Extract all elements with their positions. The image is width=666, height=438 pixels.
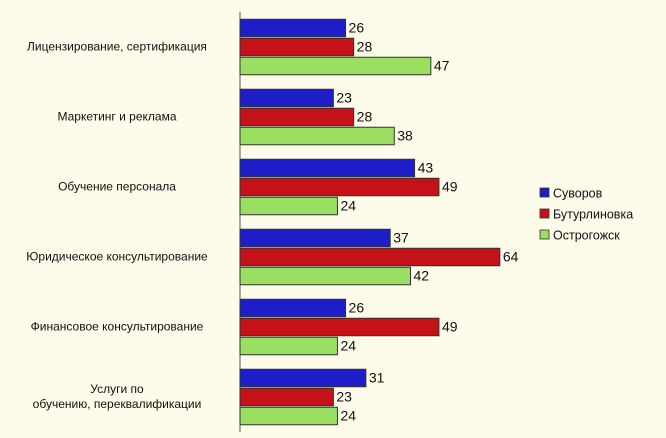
value-label: 24 bbox=[340, 198, 356, 214]
legend-label: Острогожск bbox=[553, 228, 620, 242]
bar bbox=[239, 56, 432, 76]
value-label: 28 bbox=[357, 39, 373, 55]
bar bbox=[239, 158, 416, 178]
bar bbox=[239, 37, 355, 57]
value-label: 24 bbox=[340, 408, 356, 424]
bar bbox=[239, 317, 440, 337]
value-label: 64 bbox=[503, 249, 519, 265]
value-label: 47 bbox=[434, 58, 450, 74]
legend-swatch bbox=[539, 208, 550, 219]
value-label: 26 bbox=[349, 20, 365, 36]
value-label: 43 bbox=[418, 160, 434, 176]
bar bbox=[239, 336, 338, 356]
value-label: 42 bbox=[414, 268, 430, 284]
bar bbox=[239, 368, 367, 388]
value-label: 49 bbox=[442, 179, 458, 195]
bar bbox=[239, 88, 334, 108]
value-label: 26 bbox=[349, 300, 365, 316]
value-label: 49 bbox=[442, 319, 458, 335]
category-label: Маркетинг и реклама bbox=[57, 109, 177, 124]
legend-label: Бутурлиновка bbox=[553, 207, 633, 221]
bar bbox=[239, 247, 501, 267]
bar bbox=[239, 266, 412, 286]
category-label: Обучение персонала bbox=[58, 179, 176, 194]
value-label: 28 bbox=[357, 109, 373, 125]
bar bbox=[239, 126, 395, 146]
category-label: Финансовое консультирование bbox=[30, 319, 204, 334]
category-label: Услуги по обучению, переквалификации bbox=[32, 382, 202, 411]
value-label: 31 bbox=[369, 370, 385, 386]
bar bbox=[239, 406, 338, 426]
value-label: 23 bbox=[336, 389, 352, 405]
value-label: 37 bbox=[393, 230, 409, 246]
value-label: 38 bbox=[397, 128, 413, 144]
bar bbox=[239, 107, 355, 127]
legend-swatch bbox=[539, 229, 550, 240]
bar bbox=[239, 196, 338, 216]
bar bbox=[239, 298, 347, 318]
bar bbox=[239, 387, 334, 407]
category-label: Юридическое консультирование bbox=[26, 249, 208, 264]
legend-swatch bbox=[539, 187, 550, 198]
category-label: Лицензирование, сертификация bbox=[27, 39, 207, 54]
value-label: 24 bbox=[340, 338, 356, 354]
bar bbox=[239, 18, 347, 38]
value-label: 23 bbox=[336, 90, 352, 106]
bar bbox=[239, 228, 391, 248]
bar bbox=[239, 177, 440, 197]
legend-label: Суворов bbox=[553, 186, 603, 200]
